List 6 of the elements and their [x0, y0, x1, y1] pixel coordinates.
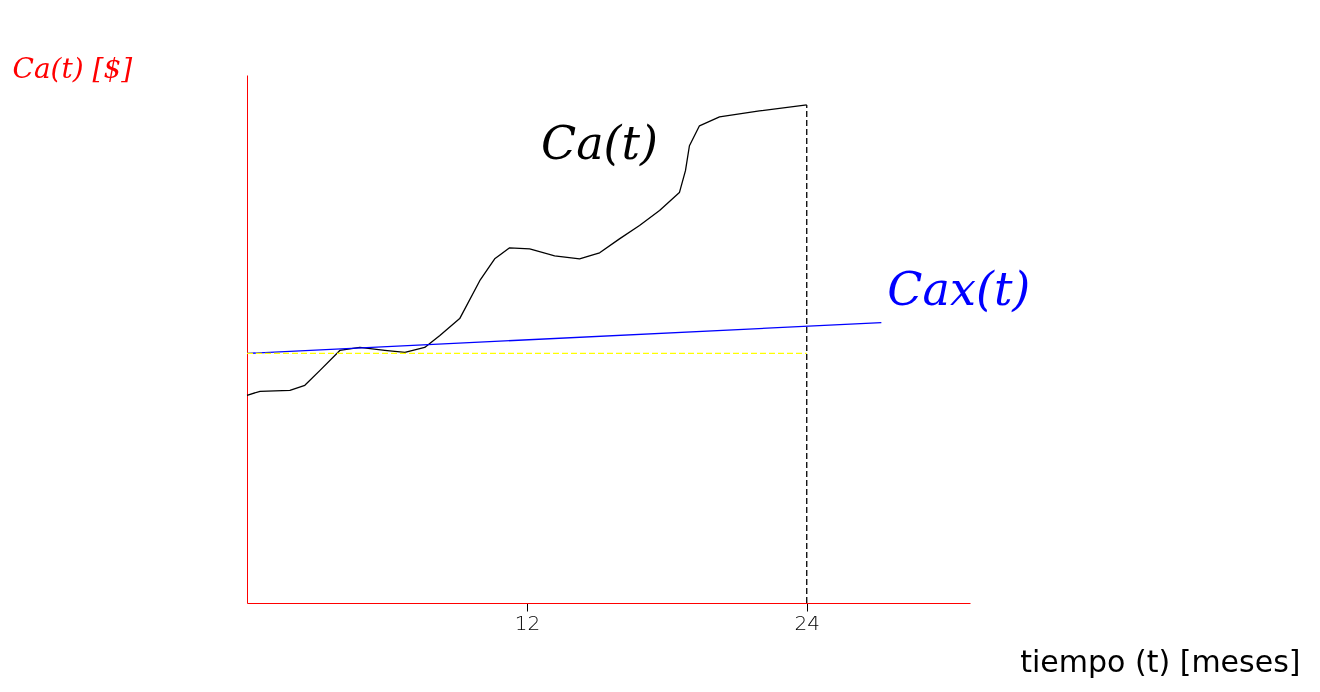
series-label: Ca(t) [540, 115, 658, 170]
series-label: Cax(t) [887, 261, 1031, 316]
x-tick-label: 12 [514, 610, 541, 635]
x-axis-title: tiempo (t) [meses] [1020, 643, 1301, 679]
y-axis-title: Ca(t) [$] [12, 51, 133, 85]
x-tick-label: 24 [794, 610, 820, 635]
